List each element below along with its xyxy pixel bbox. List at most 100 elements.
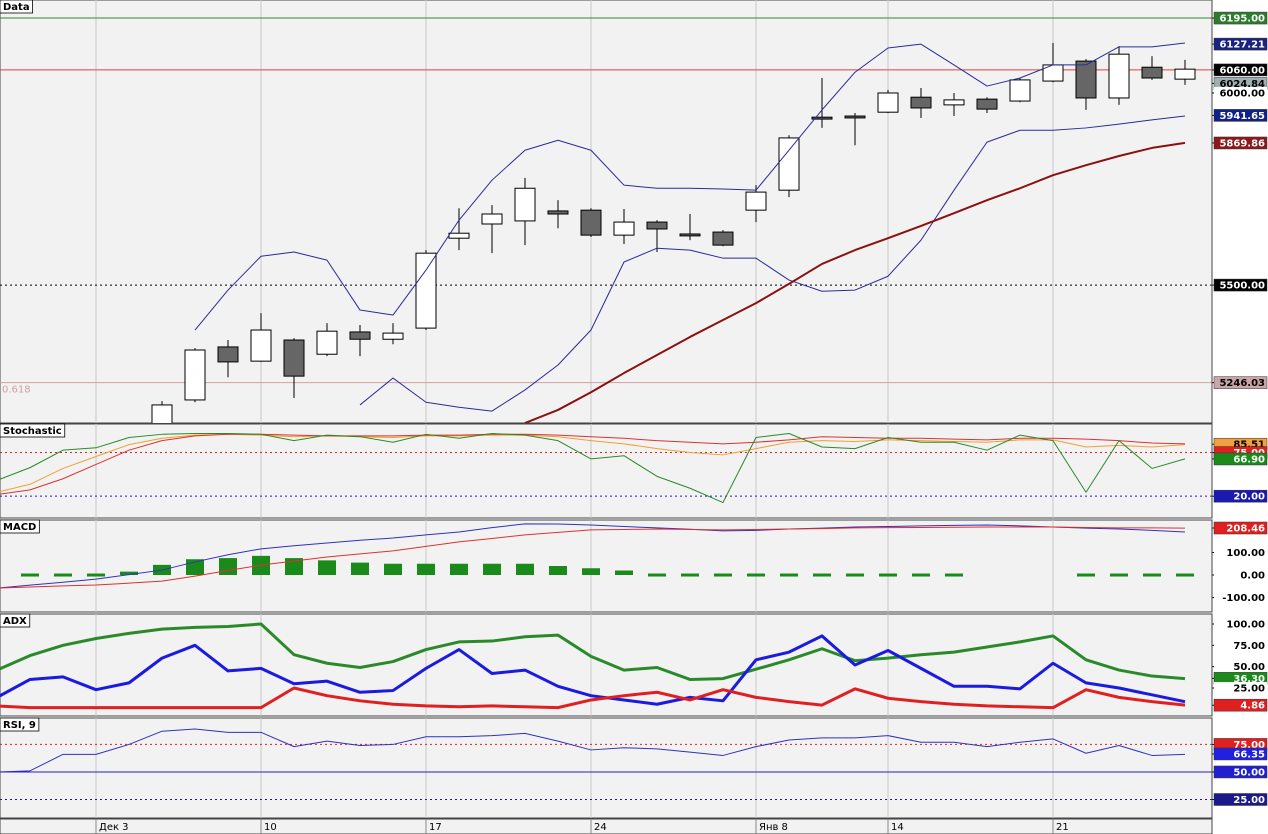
candle-body — [580, 209, 602, 236]
candle-body — [250, 329, 272, 362]
histogram-bar — [120, 571, 138, 576]
candle-body — [415, 252, 437, 329]
y-tick-box — [1213, 793, 1268, 806]
y-tick-label: 5869.86 — [1219, 138, 1265, 149]
panel — [0, 718, 1212, 818]
candle-body — [844, 115, 866, 119]
histogram-bar — [714, 573, 732, 577]
panel-title: Data — [3, 2, 30, 13]
candle-body — [217, 346, 239, 363]
candle-body — [613, 221, 635, 236]
candle-body — [745, 191, 767, 211]
y-tick-label: 25.00 — [1233, 684, 1265, 695]
y-tick-label: -100.00 — [1222, 593, 1265, 604]
histogram-bar — [813, 573, 831, 577]
y-tick-label: 6000.00 — [1219, 88, 1265, 99]
candle-body — [349, 331, 371, 340]
candle-body — [712, 231, 734, 246]
y-tick-label: 208.46 — [1226, 524, 1265, 535]
panel-title-box — [0, 423, 66, 438]
y-tick-label: 0.00 — [1240, 571, 1265, 582]
x-tick-label: Дек 3 — [99, 822, 129, 833]
x-tick-label: 17 — [429, 822, 442, 833]
candle-body — [877, 92, 899, 113]
candle-body — [1174, 68, 1196, 80]
series-line — [0, 728, 1186, 773]
y-tick-label: 85.51 — [1233, 440, 1265, 451]
series-line — [524, 141, 1186, 423]
histogram-bar — [681, 573, 699, 577]
panel-title: MACD — [3, 522, 36, 533]
panel-title: ADX — [3, 616, 27, 627]
x-tick-label: 14 — [891, 822, 904, 833]
y-tick-box — [1213, 376, 1268, 389]
histogram-bar — [87, 573, 105, 577]
histogram-bar — [747, 573, 765, 577]
y-tick-box — [1213, 37, 1268, 51]
candle-body — [976, 98, 998, 110]
y-tick-box — [1213, 747, 1268, 761]
y-tick-box — [1214, 569, 1267, 582]
y-tick-box — [1213, 765, 1268, 779]
y-tick-box — [1214, 546, 1267, 559]
histogram-bar — [549, 566, 567, 576]
histogram-bar — [54, 573, 72, 577]
histogram-bar — [219, 558, 237, 576]
histogram-bar — [945, 573, 963, 577]
panel-title: RSI, 9 — [3, 720, 36, 731]
series-line — [0, 622, 1186, 681]
histogram-bar — [450, 563, 468, 576]
y-tick-label: 66.35 — [1233, 749, 1265, 760]
y-tick-label: 5941.65 — [1219, 111, 1265, 122]
histogram-bar — [285, 558, 303, 576]
y-tick-box — [1214, 86, 1267, 99]
y-tick-label: 6024.84 — [1219, 79, 1265, 90]
panel-background — [0, 0, 1213, 424]
series-line — [0, 433, 1186, 504]
y-tick-box — [1213, 11, 1268, 25]
series-line — [0, 686, 1186, 710]
y-tick-label: 6127.21 — [1219, 40, 1265, 51]
histogram-bar — [318, 560, 336, 576]
candle-body — [547, 210, 569, 215]
histogram-bar — [384, 563, 402, 576]
panel-background — [0, 519, 1213, 613]
histogram-bar — [615, 570, 633, 576]
candle-body — [481, 213, 503, 225]
candle-body — [811, 116, 833, 120]
histogram-bar — [351, 562, 369, 576]
candle-body — [778, 137, 800, 191]
histogram-bar — [1077, 573, 1095, 577]
y-tick-label: 100.00 — [1226, 619, 1265, 630]
candle-body — [382, 332, 404, 340]
histogram-bar — [879, 573, 897, 577]
y-tick-box — [1213, 278, 1268, 292]
histogram-bar — [21, 573, 39, 577]
histogram-bar — [780, 573, 798, 577]
series-line — [0, 634, 1186, 706]
panel — [0, 614, 1186, 716]
x-tick-label: 10 — [264, 822, 277, 833]
candle-body — [943, 99, 965, 106]
x-axis — [0, 818, 1213, 834]
histogram-bar — [846, 573, 864, 577]
level-label: 0.618 — [2, 385, 31, 396]
y-tick-box — [1214, 617, 1267, 630]
candle-body — [283, 339, 305, 377]
panel-title-box — [0, 519, 40, 534]
y-tick-box — [1213, 698, 1268, 712]
panel-title: Stochastic — [3, 426, 62, 437]
histogram-bar — [417, 563, 435, 576]
y-tick-box — [1214, 639, 1267, 652]
y-tick-label: 5246.03 — [1219, 378, 1265, 389]
histogram-bar — [1110, 573, 1128, 577]
y-tick-box — [1213, 63, 1268, 77]
candle-body — [151, 404, 173, 423]
y-tick-label: 20.00 — [1233, 492, 1265, 503]
y-tick-label: 6060.00 — [1219, 65, 1265, 76]
histogram-bar — [912, 573, 930, 577]
y-tick-label: 5500.00 — [1219, 281, 1265, 292]
y-tick-label: 75.00 — [1233, 641, 1265, 652]
